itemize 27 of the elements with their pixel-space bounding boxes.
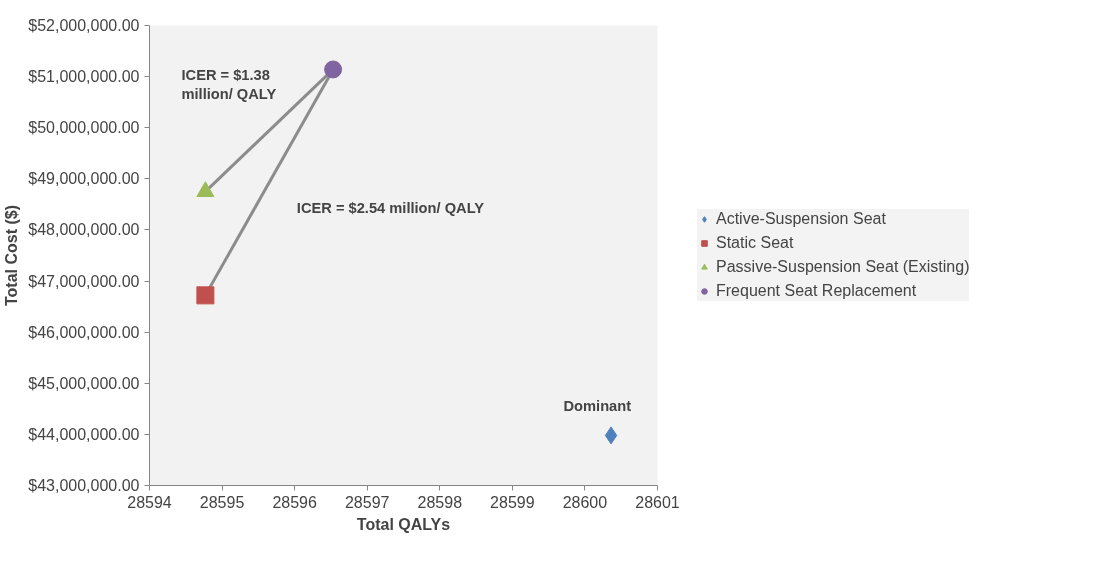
y-tick-label: $45,000,000.00: [28, 374, 140, 392]
annotation: ICER = $1.38 million/ QALY: [181, 66, 277, 103]
x-tick-label: 28596: [272, 493, 317, 511]
x-tick-label: 28600: [562, 493, 608, 511]
y-tick-label: $52,000,000.00: [28, 17, 140, 34]
y-tick-label: $49,000,000.00: [28, 170, 140, 188]
x-tick-label: 28594: [127, 493, 172, 511]
y-axis-title: Total Cost ($): [3, 204, 21, 307]
legend-label: Static Seat: [716, 234, 794, 252]
y-tick-label: $51,000,000.00: [28, 68, 140, 86]
x-tick-label: 28599: [490, 493, 535, 511]
x-tick-label: 28595: [199, 493, 245, 511]
y-tick-label: $47,000,000.00: [28, 272, 140, 290]
y-tick-label: $43,000,000.00: [28, 477, 140, 494]
legend-label: Active-Suspension Seat: [716, 210, 886, 228]
legend-label: Passive-Suspension Seat (Existing): [716, 258, 970, 276]
y-tick-label: $44,000,000.00: [28, 425, 140, 443]
x-tick-label: 28597: [344, 493, 390, 511]
legend-label: Frequent Seat Replacement: [716, 282, 917, 300]
annotation: ICER = $2.54 million/ QALY: [296, 200, 485, 217]
x-axis-title: Total QALYs: [356, 515, 451, 533]
annotation: Dominant: [563, 398, 632, 415]
x-tick-label: 28601: [635, 493, 680, 511]
y-tick-label: $46,000,000.00: [28, 323, 140, 341]
y-tick-label: $48,000,000.00: [28, 221, 140, 239]
x-tick-label: 28598: [417, 493, 463, 511]
y-tick-label: $50,000,000.00: [28, 119, 140, 137]
